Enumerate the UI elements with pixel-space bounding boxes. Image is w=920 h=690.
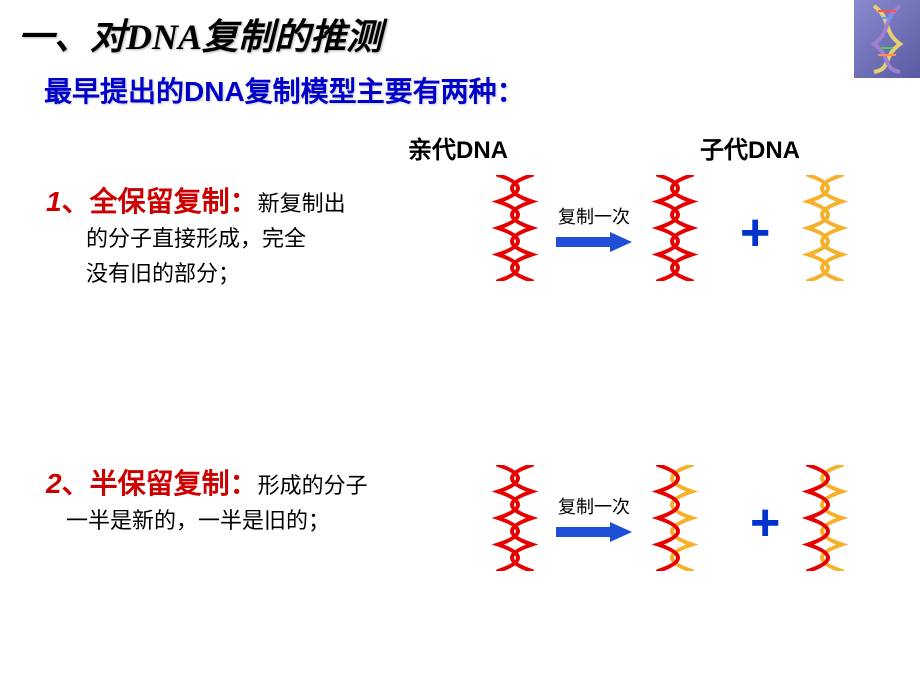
subtitle: 最早提出的DNA复制模型主要有两种： [44,70,525,110]
d2-child2-helix [800,465,850,571]
d1-arrow-label: 复制一次 [558,203,630,229]
column-header-child: 子代DNA [700,130,800,165]
model1-desc-line3: 没有旧的部分； [86,256,466,291]
d2-parent-helix [490,465,540,571]
main-title: 一、对DNA复制的推测 [18,8,382,60]
diagram1: 复制一次 + [490,165,920,305]
model1-name: 、全保留复制： [62,187,258,218]
model1-block: 1、全保留复制：新复制出 的分子直接形成，完全 没有旧的部分； [46,180,466,292]
model2-desc-part1: 形成的分子 [258,473,368,498]
arrow-icon [554,521,634,543]
arrow-icon [554,231,634,253]
diagram2: 复制一次 + [490,455,920,595]
d2-plus: + [750,497,780,549]
column-header-parent: 亲代DNA [408,130,508,165]
model1-desc-line2: 的分子直接形成，完全 [86,221,466,256]
d1-child2-helix [800,175,850,281]
d1-plus: + [740,207,770,259]
model1-desc-part1: 新复制出 [258,191,346,216]
corner-dna-icon [862,4,912,74]
d1-child1-helix [650,175,700,281]
d1-parent-helix [490,175,540,281]
corner-dna-image [854,0,920,78]
d2-child1-helix [650,465,700,571]
model2-number: 2 [46,468,62,499]
model2-name: 、半保留复制： [62,469,258,500]
model1-number: 1 [46,186,62,217]
model2-desc-line2: 一半是新的，一半是旧的； [66,503,466,538]
d2-arrow-label: 复制一次 [558,493,630,519]
model2-block: 2、半保留复制：形成的分子 一半是新的，一半是旧的； [46,462,466,538]
